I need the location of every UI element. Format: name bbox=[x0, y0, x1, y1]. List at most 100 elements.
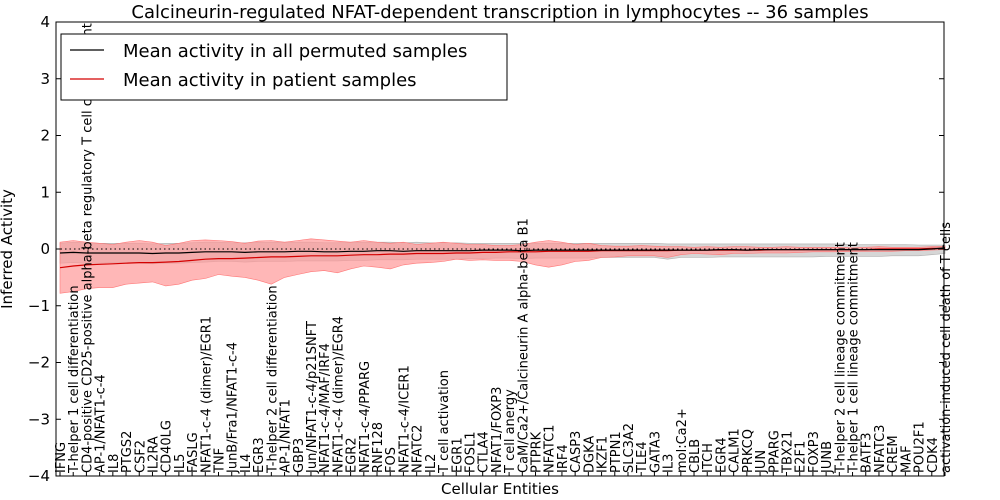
point-patient-0 bbox=[59, 266, 62, 269]
x-tick-label-13: JunB/Fra1/NFAT1-c-4 bbox=[226, 342, 241, 474]
x-tick-label-34: T cell anergy bbox=[503, 389, 518, 474]
point-permuted-3 bbox=[98, 252, 101, 255]
x-tick-label-29: T cell activation bbox=[437, 370, 452, 474]
y-tick-label-3: 3 bbox=[40, 70, 50, 88]
x-tick-label-55: TBX21 bbox=[781, 431, 796, 474]
x-tick-label-52: PRKCQ bbox=[741, 429, 756, 473]
y-tick-label--4: −4 bbox=[28, 467, 50, 485]
point-patient-10 bbox=[191, 259, 194, 262]
point-patient-29 bbox=[442, 252, 445, 255]
point-permuted-41 bbox=[600, 249, 603, 252]
x-tick-label-47: mol:Ca2+ bbox=[675, 408, 690, 473]
x-tick-label-3: AP-1/NFAT1-c-4 bbox=[94, 374, 109, 473]
legend-label-permuted: Mean activity in all permuted samples bbox=[123, 41, 467, 62]
series-lines bbox=[59, 247, 946, 269]
x-tick-label-54: PPARG bbox=[767, 430, 782, 473]
point-patient-9 bbox=[177, 260, 180, 263]
x-tick-label-41: IKZF1 bbox=[596, 436, 611, 473]
point-patient-18 bbox=[296, 255, 299, 258]
point-permuted-31 bbox=[468, 249, 471, 252]
x-tick-label-19: Jun/NFAT1-c-4/p21SNFT bbox=[305, 321, 320, 474]
x-tick-label-35: CaM/Ca2+/Calcineurin A alpha-beta B1 bbox=[516, 218, 531, 473]
point-permuted-1 bbox=[72, 251, 75, 254]
point-permuted-6 bbox=[138, 252, 141, 255]
x-tick-label-11: NFAT1-c-4 (dimer)/EGR1 bbox=[199, 316, 214, 473]
x-tick-label-37: NFATC1 bbox=[543, 425, 558, 473]
point-patient-25 bbox=[389, 253, 392, 256]
x-tick-label-36: PTPRK bbox=[530, 431, 545, 473]
x-tick-label-14: IL4 bbox=[239, 454, 254, 473]
point-permuted-61 bbox=[864, 248, 867, 251]
point-patient-1 bbox=[72, 265, 75, 268]
x-tick-label-26: NFAT1-c-4/ICER1 bbox=[397, 365, 412, 473]
point-permuted-38 bbox=[560, 249, 563, 252]
point-permuted-43 bbox=[627, 249, 630, 252]
x-tick-label-32: CTLA4 bbox=[477, 431, 492, 473]
point-permuted-58 bbox=[825, 248, 828, 251]
point-permuted-55 bbox=[785, 248, 788, 251]
x-tick-label-39: CASP3 bbox=[569, 431, 584, 473]
point-patient-22 bbox=[349, 254, 352, 257]
x-axis-label: Cellular Entities bbox=[441, 480, 559, 498]
point-permuted-4 bbox=[111, 252, 114, 255]
point-permuted-37 bbox=[547, 249, 550, 252]
x-tick-label-27: NFATC2 bbox=[411, 425, 426, 473]
x-tick-label-45: GATA3 bbox=[648, 431, 663, 473]
point-permuted-5 bbox=[125, 252, 128, 255]
legend-box bbox=[60, 33, 508, 101]
x-tick-label-57: FOXP3 bbox=[807, 431, 822, 473]
point-permuted-63 bbox=[891, 248, 894, 251]
point-permuted-28 bbox=[428, 249, 431, 252]
point-permuted-57 bbox=[811, 248, 814, 251]
x-tick-label-66: CDK4 bbox=[926, 437, 941, 473]
x-tick-label-33: NFAT1/FOXP3 bbox=[490, 387, 505, 473]
point-patient-19 bbox=[310, 254, 313, 257]
point-permuted-8 bbox=[164, 252, 167, 255]
point-patient-20 bbox=[323, 254, 326, 257]
point-permuted-66 bbox=[930, 248, 933, 251]
chart-title: Calcineurin-regulated NFAT-dependent tra… bbox=[131, 2, 868, 23]
point-permuted-7 bbox=[151, 252, 154, 255]
y-tick-label-2: 2 bbox=[40, 127, 50, 145]
point-patient-5 bbox=[125, 262, 128, 265]
x-tick-label-23: NFAT1-c-4/PPARG bbox=[358, 361, 373, 473]
point-patient-21 bbox=[336, 254, 339, 257]
x-tick-label-2: CD4-positive CD25-positive alpha-beta re… bbox=[80, 23, 95, 473]
point-permuted-13 bbox=[230, 250, 233, 253]
point-permuted-12 bbox=[217, 250, 220, 253]
point-permuted-65 bbox=[917, 248, 920, 251]
x-tick-label-53: JUN bbox=[754, 450, 769, 474]
point-permuted-64 bbox=[904, 248, 907, 251]
x-tick-label-22: EGR2 bbox=[345, 437, 360, 473]
point-permuted-9 bbox=[177, 252, 180, 255]
point-patient-24 bbox=[376, 253, 379, 256]
x-tick-label-21: NFAT1-c-4 (dimer)/EGR4 bbox=[331, 316, 346, 473]
x-tick-label-0: IFNG bbox=[54, 442, 69, 473]
plot-frame bbox=[55, 21, 945, 477]
point-permuted-15 bbox=[257, 250, 260, 253]
point-patient-28 bbox=[428, 252, 431, 255]
point-permuted-44 bbox=[640, 249, 643, 252]
x-tick-label-15: EGR3 bbox=[252, 437, 267, 473]
x-tick-label-5: PTGS2 bbox=[120, 431, 135, 473]
point-patient-16 bbox=[270, 255, 273, 258]
point-patient-3 bbox=[98, 263, 101, 266]
point-permuted-34 bbox=[508, 249, 511, 252]
point-permuted-32 bbox=[481, 249, 484, 252]
x-tick-label-31: FOSL1 bbox=[464, 432, 479, 473]
x-tick-label-18: GBP3 bbox=[292, 438, 307, 473]
x-tick-label-30: EGR1 bbox=[450, 437, 465, 473]
point-permuted-17 bbox=[283, 250, 286, 253]
x-tick-label-67: activation-induced cell death of T cells bbox=[939, 222, 954, 473]
x-tick-label-8: CD40LG bbox=[160, 420, 175, 473]
x-tick-label-20: NFAT1-c-4/MAF/IRF4 bbox=[318, 343, 333, 473]
point-permuted-39 bbox=[574, 249, 577, 252]
point-patient-27 bbox=[415, 252, 418, 255]
legend-label-patient: Mean activity in patient samples bbox=[123, 70, 417, 91]
y-tick-label-4: 4 bbox=[40, 13, 50, 31]
y-axis: −4 −3 −2 −1 0 1 2 3 4 bbox=[28, 13, 944, 485]
x-tick-label-12: TNF bbox=[213, 448, 228, 474]
x-tick-label-48: CBLB bbox=[688, 439, 703, 473]
